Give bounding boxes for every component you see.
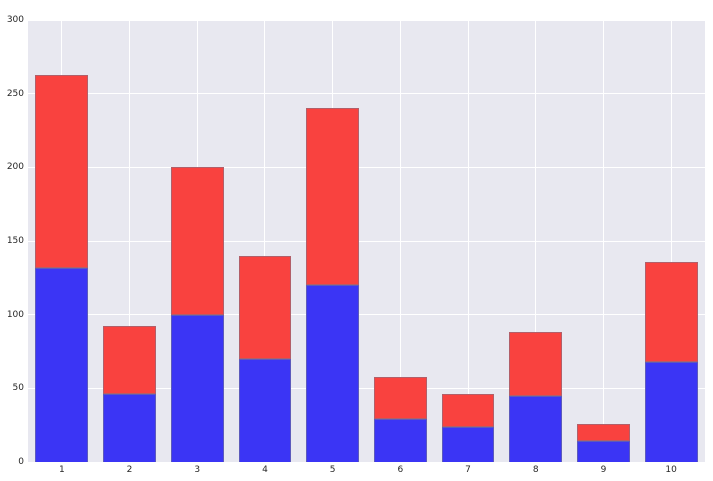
bar-segment-top[interactable]: [35, 74, 89, 268]
gridline-vertical: [129, 20, 131, 462]
bar-group[interactable]: [509, 20, 563, 462]
y-axis-tick-label: 250: [6, 88, 24, 99]
x-axis-tick-label: 3: [194, 465, 201, 475]
x-axis: 1 2 3 4 5 6 7 8 9 10: [28, 462, 705, 481]
bar-segment-top[interactable]: [644, 261, 698, 362]
bar-group[interactable]: [35, 20, 89, 462]
gridline-vertical: [264, 20, 266, 462]
gridline-vertical: [467, 20, 469, 462]
bar-segment-bottom[interactable]: [306, 285, 360, 462]
bar-group[interactable]: [170, 20, 224, 462]
x-axis-tick-label: 9: [600, 465, 607, 475]
bar-group[interactable]: [644, 20, 698, 462]
gridline-horizontal: [28, 93, 705, 95]
bar-group[interactable]: [238, 20, 292, 462]
gridline-vertical: [399, 20, 401, 462]
x-axis-tick-label: 4: [262, 465, 268, 475]
bar-segment-bottom[interactable]: [644, 361, 698, 462]
gridline-horizontal: [28, 314, 705, 316]
x-axis-tick-label: 2: [126, 465, 133, 475]
gridline-horizontal: [28, 166, 705, 168]
bar-segment-bottom[interactable]: [373, 419, 427, 462]
gridline-horizontal: [28, 240, 705, 242]
x-axis-tick-label: 6: [397, 465, 404, 475]
bar-segment-top[interactable]: [577, 423, 630, 442]
bar-group[interactable]: [373, 20, 427, 462]
bar-segment-top[interactable]: [103, 326, 156, 395]
bar-segment-bottom[interactable]: [35, 267, 89, 462]
bar-segment-bottom[interactable]: [509, 395, 563, 462]
x-axis-tick-label: 7: [465, 465, 471, 475]
bar-segment-top[interactable]: [441, 394, 495, 427]
y-axis-tick-label: 300: [6, 15, 24, 25]
plot-area: [28, 20, 705, 462]
gridline-vertical: [670, 20, 672, 462]
bar-group[interactable]: [306, 20, 360, 462]
bar-group[interactable]: [103, 20, 156, 462]
x-axis-tick-label: 5: [329, 465, 336, 475]
bar-segment-top[interactable]: [238, 255, 292, 359]
bar-segment-top[interactable]: [509, 332, 563, 396]
gridline-horizontal: [28, 20, 705, 21]
bar-group[interactable]: [441, 20, 495, 462]
bar-segment-top[interactable]: [306, 108, 360, 286]
bar-segment-bottom[interactable]: [238, 358, 292, 462]
y-axis: 0 50 100 150 200 250 300: [0, 0, 28, 481]
bar-segment-bottom[interactable]: [577, 441, 630, 462]
bar-segment-bottom[interactable]: [103, 394, 156, 462]
y-axis-tick-label: 150: [6, 236, 24, 246]
y-axis-tick-label: 0: [18, 457, 24, 467]
x-axis-tick-label: 1: [58, 465, 65, 475]
gridline-vertical: [602, 20, 604, 462]
gridline-horizontal: [28, 387, 705, 389]
bar-segment-top[interactable]: [373, 376, 427, 420]
gridline-vertical: [535, 20, 537, 462]
bar-group[interactable]: [577, 20, 630, 462]
bar-segment-bottom[interactable]: [441, 426, 495, 462]
bar-segment-top[interactable]: [170, 167, 224, 315]
y-axis-tick-label: 200: [6, 162, 24, 173]
y-axis-tick-label: 50: [12, 383, 24, 394]
y-axis-tick-label: 100: [6, 309, 24, 320]
x-axis-tick-label: 8: [532, 465, 539, 475]
bar-segment-bottom[interactable]: [170, 314, 224, 462]
x-axis-tick-label: 10: [665, 465, 677, 475]
